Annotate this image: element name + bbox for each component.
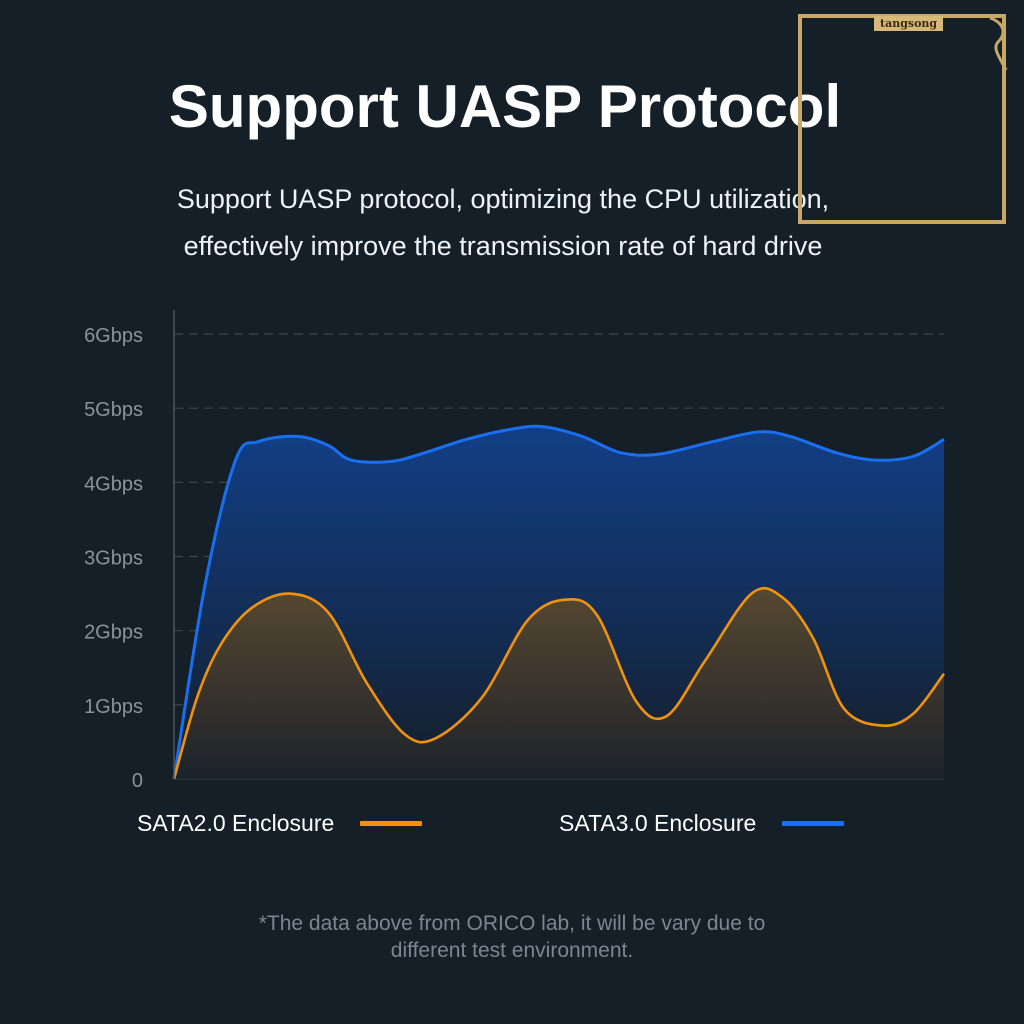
legend-item-sata3: SATA3.0 Enclosure: [559, 810, 845, 837]
y-tick-label: 0: [132, 770, 143, 792]
y-tick-label: 3Gbps: [84, 548, 143, 570]
footnote-line-1: *The data above from ORICO lab, it will …: [258, 912, 766, 935]
series-line-1: [172, 586, 946, 780]
y-tick-label: 1Gbps: [84, 696, 143, 718]
y-tick-label: 6Gbps: [84, 325, 143, 347]
watermark-label: tangsong: [874, 16, 944, 31]
legend-item-sata2: SATA2.0 Enclosure: [137, 810, 423, 837]
series-area-1: [174, 588, 944, 779]
series-area-0: [174, 426, 944, 779]
legend-label-sata2: SATA2.0 Enclosure: [137, 810, 335, 836]
y-tick-label: 5Gbps: [84, 399, 143, 421]
series-line-0: [172, 424, 945, 780]
legend-swatch-sata3: [782, 821, 845, 826]
footnote-line-2: different test environment.: [390, 939, 634, 962]
legend-swatch-sata2: [360, 821, 423, 826]
footnote: *The data above from ORICO lab, it will …: [0, 910, 1024, 964]
watermark-frame: tangsong: [798, 14, 1008, 224]
page-title: Support UASP Protocol: [168, 73, 842, 140]
subtitle-line-2: effectively improve the transmission rat…: [183, 231, 823, 261]
ribbon-icon: [989, 16, 1008, 71]
y-tick-label: 4Gbps: [84, 473, 143, 495]
legend-label-sata3: SATA3.0 Enclosure: [559, 810, 757, 836]
y-tick-label: 2Gbps: [84, 622, 143, 644]
page-subtitle: Support UASP protocol, optimizing the CP…: [0, 176, 1006, 270]
subtitle-line-1: Support UASP protocol, optimizing the CP…: [176, 184, 830, 214]
